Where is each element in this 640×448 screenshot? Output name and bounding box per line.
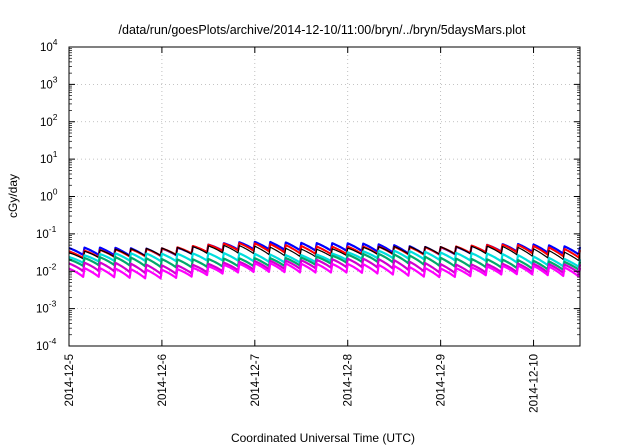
y-axis: 10-4 10-3 10-2 10-1 100 101 102 103 104 [36, 37, 580, 353]
y-tick-label: 10-2 [36, 261, 57, 278]
x-tick-label: 2014-12-8 [343, 354, 355, 406]
y-tick-label: 10-1 [36, 224, 57, 241]
y-tick-label: 101 [40, 149, 58, 166]
y-tick-label: 10-4 [36, 336, 57, 353]
grid [69, 47, 580, 346]
series-line [68, 249, 582, 268]
series-line [68, 244, 581, 262]
y-tick-label: 103 [40, 74, 58, 91]
y-axis-label: cGy/day [6, 174, 20, 218]
x-tick-label: 2014-12-6 [157, 354, 169, 406]
series-line [68, 257, 582, 275]
x-tick-label: 2014-12-9 [436, 354, 448, 406]
y-tick-label: 102 [40, 112, 58, 129]
y-tick-label: 10-3 [36, 299, 57, 316]
series-line [68, 252, 582, 271]
x-axis: 2014-12-5 2014-12-6 2014-12-7 2014-12-8 2014… [64, 47, 541, 413]
y-tick-label: 104 [40, 37, 58, 54]
x-axis-label: Coordinated Universal Time (UTC) [231, 431, 415, 445]
x-tick-label: 2014-12-10 [529, 354, 541, 413]
x-tick-label: 2014-12-5 [64, 354, 76, 406]
series-line [68, 262, 582, 280]
chart-title: /data/run/goesPlots/archive/2014-12-10/1… [119, 23, 526, 37]
y-tick-label: 100 [40, 187, 58, 204]
x-tick-label: 2014-12-7 [250, 354, 262, 406]
series-group [68, 240, 582, 280]
